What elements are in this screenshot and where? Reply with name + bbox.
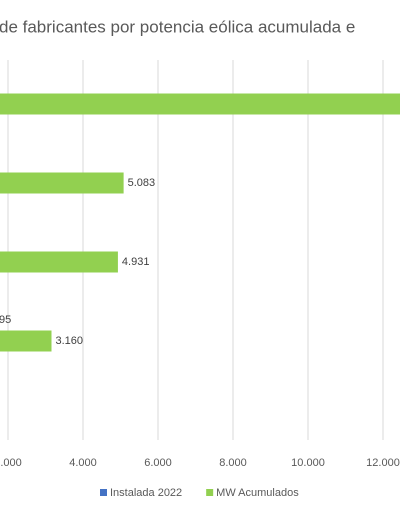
- bar: [0, 172, 124, 194]
- legend-swatch: [206, 489, 214, 496]
- x-tick-label: 6.000: [144, 457, 172, 469]
- bar: [0, 330, 52, 352]
- bar: [0, 251, 118, 273]
- chart-title: de fabricantes por potencia eólica acumu…: [0, 17, 355, 36]
- bar: [0, 93, 400, 115]
- x-tick-label: 10.000: [291, 457, 325, 469]
- data-label: 95: [0, 314, 11, 326]
- data-label: 4.931: [122, 256, 150, 268]
- data-label: 3.160: [56, 335, 84, 347]
- data-label: 5.083: [128, 177, 156, 189]
- legend-swatch: [100, 489, 107, 496]
- legend-label: Instalada 2022: [110, 487, 182, 499]
- x-tick-label: 12.000: [366, 457, 400, 469]
- legend-label: MW Acumulados: [216, 487, 299, 499]
- x-tick-label: 2.000: [0, 457, 22, 469]
- x-tick-label: 4.000: [69, 457, 97, 469]
- x-tick-label: 8.000: [219, 457, 247, 469]
